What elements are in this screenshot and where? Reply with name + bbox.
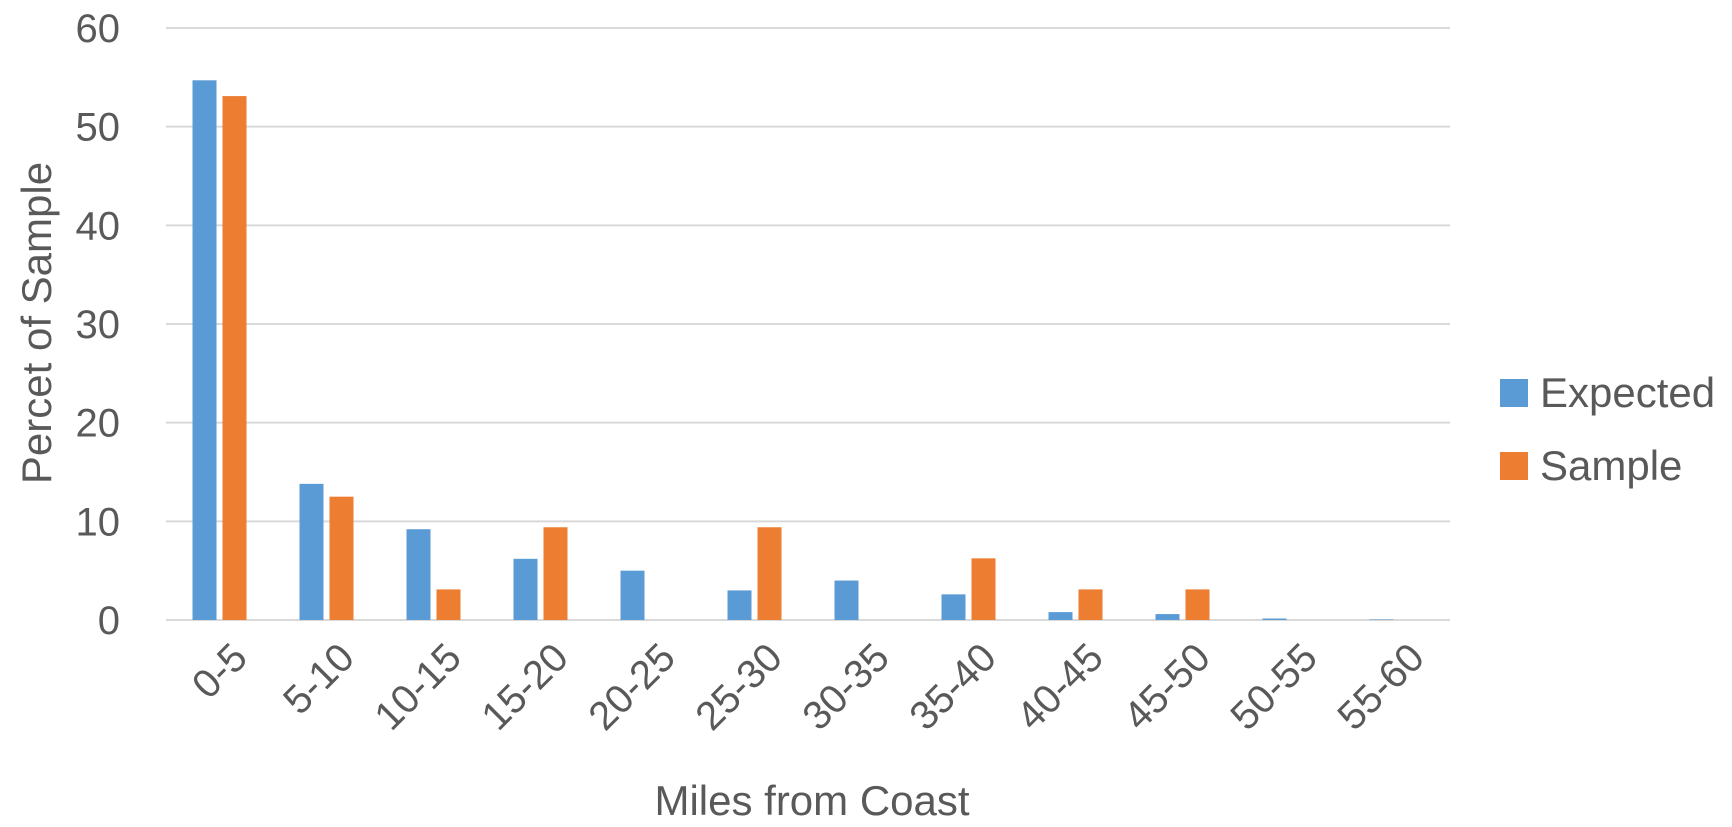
bar-sample-15-20 bbox=[543, 527, 568, 620]
legend-label-sample: Sample bbox=[1540, 442, 1682, 489]
y-tick-label: 60 bbox=[76, 7, 121, 51]
y-tick-label: 0 bbox=[98, 599, 120, 643]
x-tick-label: 35-40 bbox=[901, 635, 1004, 738]
x-tick-label: 10-15 bbox=[366, 635, 469, 738]
x-axis-title: Miles from Coast bbox=[654, 777, 969, 824]
bar-expected-0-5 bbox=[192, 80, 217, 620]
legend: Expected Sample bbox=[1500, 369, 1715, 489]
y-tick-label: 30 bbox=[76, 303, 121, 347]
y-tick-label: 40 bbox=[76, 204, 121, 248]
y-axis-ticks: 0 10 20 30 40 50 60 bbox=[76, 7, 121, 643]
x-tick-label: 40-45 bbox=[1008, 635, 1111, 738]
bar-sample-40-45 bbox=[1078, 589, 1103, 620]
x-tick-label: 45-50 bbox=[1115, 635, 1218, 738]
bar-expected-50-55 bbox=[1262, 618, 1287, 620]
x-tick-label: 15-20 bbox=[473, 635, 576, 738]
y-tick-label: 50 bbox=[76, 106, 121, 150]
bar-sample-35-40 bbox=[971, 558, 996, 620]
bars bbox=[192, 80, 1394, 620]
y-axis-title: Percet of Sample bbox=[13, 162, 60, 484]
x-tick-label: 20-25 bbox=[580, 635, 683, 738]
y-tick-label: 10 bbox=[76, 500, 121, 544]
legend-swatch-sample bbox=[1500, 452, 1528, 480]
bar-expected-15-20 bbox=[513, 558, 538, 620]
bar-sample-10-15 bbox=[436, 589, 461, 620]
bar-expected-45-50 bbox=[1155, 614, 1180, 620]
bar-expected-25-30 bbox=[727, 590, 752, 620]
legend-swatch-expected bbox=[1500, 379, 1528, 407]
x-tick-label: 5-10 bbox=[275, 635, 363, 723]
legend-label-expected: Expected bbox=[1540, 369, 1715, 416]
bar-expected-35-40 bbox=[941, 594, 966, 620]
bar-sample-45-50 bbox=[1185, 589, 1210, 620]
x-tick-label: 25-30 bbox=[687, 635, 790, 738]
x-axis-ticks: 0-5 5-10 10-15 15-20 20-25 25-30 30-35 35-40 40-… bbox=[184, 635, 1433, 738]
bar-sample-0-5 bbox=[222, 96, 247, 620]
y-tick-label: 20 bbox=[76, 402, 121, 446]
bar-sample-5-10 bbox=[329, 496, 354, 620]
x-tick-label: 30-35 bbox=[794, 635, 897, 738]
bar-sample-25-30 bbox=[757, 527, 782, 620]
bar-expected-10-15 bbox=[406, 529, 431, 620]
bar-expected-5-10 bbox=[299, 483, 324, 620]
bar-expected-20-25 bbox=[620, 570, 645, 620]
bar-expected-40-45 bbox=[1048, 612, 1073, 620]
bar-expected-30-35 bbox=[834, 580, 859, 620]
x-tick-label: 55-60 bbox=[1329, 635, 1432, 738]
x-tick-label: 0-5 bbox=[184, 635, 256, 707]
gridlines bbox=[166, 27, 1450, 621]
x-tick-label: 50-55 bbox=[1222, 635, 1325, 738]
